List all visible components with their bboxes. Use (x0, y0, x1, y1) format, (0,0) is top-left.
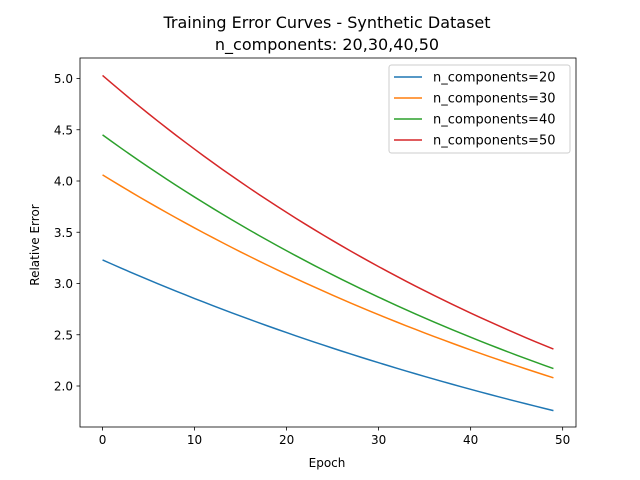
y-axis-label: Relative Error (28, 204, 42, 286)
y-tick-label: 4.0 (54, 175, 73, 189)
legend: n_components=20 n_components=30 n_componen… (388, 64, 571, 154)
legend-label-3: n_components=50 (433, 134, 556, 149)
y-tick-label: 4.5 (54, 123, 73, 137)
x-tick-label: 40 (463, 433, 478, 447)
y-tick-label: 3.5 (54, 226, 73, 240)
x-tick-label: 50 (555, 433, 570, 447)
series-line-1 (102, 174, 554, 379)
legend-label-0: n_components=20 (433, 71, 556, 86)
legend-label-1: n_components=30 (433, 92, 556, 107)
axes-frame (79, 57, 577, 428)
series-line-3 (102, 74, 554, 350)
series-line-0 (102, 259, 554, 412)
x-tick-label: 10 (187, 433, 202, 447)
x-tick-label: 0 (99, 433, 107, 447)
x-axis-label: Epoch (309, 456, 346, 470)
x-tick-label: 20 (279, 433, 294, 447)
x-tick-label: 30 (371, 433, 386, 447)
legend-box (388, 64, 571, 154)
y-tick-label: 2.5 (54, 328, 73, 342)
series-line-2 (102, 134, 554, 370)
axes-layer: 0 10 20 30 40 50 2.0 2.5 3.0 3.5 4.0 4.5 5.0 (54, 57, 577, 447)
y-tick-label: 3.0 (54, 277, 73, 291)
y-tick-label: 2.0 (54, 380, 73, 394)
legend-label-2: n_components=40 (433, 113, 556, 128)
y-tick-label: 5.0 (54, 72, 73, 86)
chart-subtitle: n_components: 20,30,40,50 (215, 35, 439, 55)
series-layer (102, 74, 554, 412)
chart-title: Training Error Curves - Synthetic Datase… (162, 13, 490, 32)
